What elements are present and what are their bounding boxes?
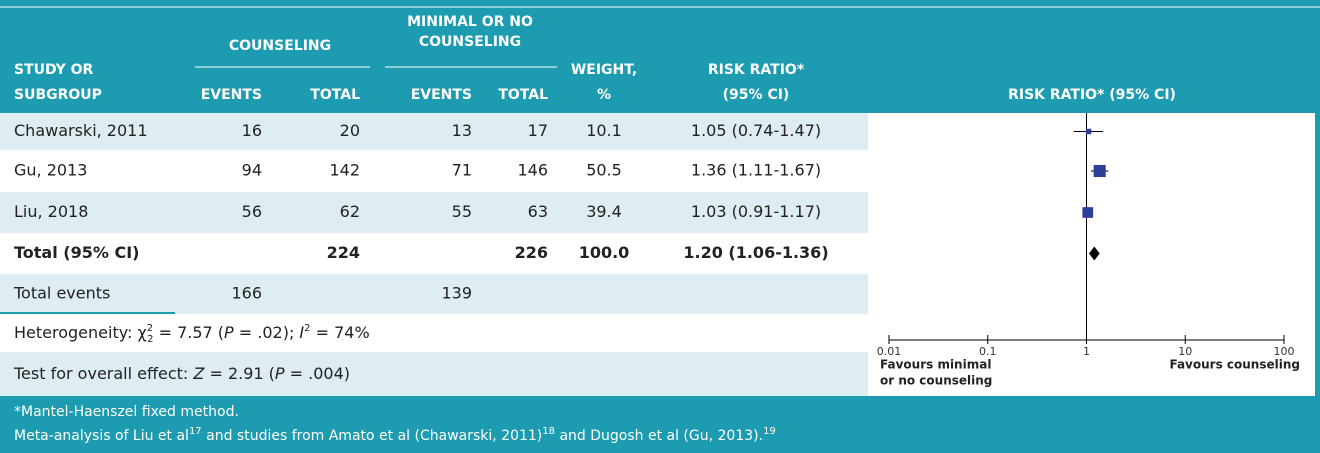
events-name: Total events (13, 284, 110, 303)
cell: 55 (452, 202, 472, 221)
cell: 146 (517, 161, 548, 180)
text-part: 2 (147, 323, 153, 334)
header-label: WEIGHT, (571, 62, 637, 78)
text-part: and studies from Amato et al (Chawarski,… (202, 428, 543, 444)
summary-diamond (1088, 246, 1100, 261)
favours-left: or no counseling (880, 374, 992, 388)
cell: 71 (452, 161, 472, 180)
header-label: COUNSELING (229, 38, 331, 54)
cell: 63 (528, 202, 548, 221)
footnote: Meta-analysis of Liu et al17 and studies… (14, 426, 776, 445)
header-label: RISK RATIO* (95% CI) (1008, 87, 1176, 103)
text-part: Heterogeneity: χ (14, 323, 147, 342)
header-label: COUNSELING (419, 34, 521, 50)
text-part: = .02); (234, 323, 300, 342)
weight: 10.1 (586, 121, 622, 140)
row-background (0, 113, 868, 150)
header-label: EVENTS (411, 87, 472, 103)
cell: 224 (327, 243, 360, 262)
header-label: MINIMAL OR NO (407, 14, 533, 30)
text-part: P (275, 364, 285, 383)
text-part: 2 (304, 323, 310, 334)
text-part: 18 (542, 426, 555, 437)
row-background (0, 314, 868, 352)
cell: 20 (340, 121, 360, 140)
effect-square (1082, 207, 1094, 218)
x-tick-label: 100 (1274, 345, 1295, 358)
weight: 100.0 (579, 243, 630, 262)
row-background (0, 352, 868, 396)
overall-effect: Test for overall effect: Z = 2.91 (P = .… (13, 364, 350, 383)
row-background (0, 274, 868, 314)
header-label: EVENTS (201, 87, 262, 103)
cell: 226 (515, 243, 548, 262)
heterogeneity: Heterogeneity: χ2 2 = 7.57 (P = .02); I2 … (14, 323, 370, 345)
weight: 39.4 (586, 202, 622, 221)
effect-square (1093, 164, 1106, 178)
footnote: *Mantel-Haenszel fixed method. (14, 404, 239, 420)
study-name: Chawarski, 2011 (14, 121, 148, 140)
row-background (0, 150, 868, 192)
favours-right: Favours counseling (1169, 358, 1300, 372)
header-label: RISK RATIO* (708, 62, 805, 78)
cell: 16 (242, 121, 262, 140)
risk-ratio: 1.20 (1.06-1.36) (683, 243, 828, 262)
header-label: % (597, 87, 611, 103)
favours-left: Favours minimal (880, 358, 991, 372)
row-background (0, 192, 868, 233)
text-part: 2 (147, 334, 153, 345)
cell: 56 (242, 202, 262, 221)
cell: 166 (231, 284, 262, 303)
text-part: 17 (189, 426, 202, 437)
header-label: TOTAL (310, 87, 360, 103)
header-label: (95% CI) (723, 87, 790, 103)
cell: 139 (441, 284, 472, 303)
header-label: STUDY OR (14, 62, 94, 78)
text-part: *Mantel-Haenszel fixed method. (14, 404, 239, 420)
text-part: Meta-analysis of Liu et al (14, 428, 189, 444)
text-part: P (224, 323, 234, 342)
x-tick-label: 0.01 (877, 345, 902, 358)
row-background (0, 233, 868, 274)
cell: 142 (329, 161, 360, 180)
x-tick-label: 1 (1083, 345, 1090, 358)
text-part: Test for overall effect: (13, 364, 193, 383)
x-tick-label: 0.1 (979, 345, 997, 358)
weight: 50.5 (586, 161, 622, 180)
text-part: Z (192, 364, 205, 383)
cell: 62 (340, 202, 360, 221)
cell: 17 (528, 121, 548, 140)
text-part: = 74% (311, 323, 370, 342)
text-part: I (299, 323, 304, 342)
text-part: and Dugosh et al (Gu, 2013). (555, 428, 763, 444)
study-name: Liu, 2018 (14, 202, 88, 221)
study-name: Gu, 2013 (14, 161, 87, 180)
risk-ratio: 1.03 (0.91-1.17) (691, 202, 821, 221)
text-part: = .004) (285, 364, 350, 383)
total-name: Total (95% CI) (14, 243, 139, 262)
risk-ratio: 1.05 (0.74-1.47) (691, 121, 821, 140)
risk-ratio: 1.36 (1.11-1.67) (691, 161, 821, 180)
text-part: = 7.57 ( (153, 323, 224, 342)
x-tick-label: 10 (1178, 345, 1192, 358)
header-label: SUBGROUP (14, 87, 102, 103)
text-part: 19 (763, 426, 776, 437)
cell: 94 (242, 161, 262, 180)
text-part: = 2.91 ( (204, 364, 275, 383)
header-label: TOTAL (498, 87, 548, 103)
effect-square (1085, 128, 1092, 135)
cell: 13 (452, 121, 472, 140)
